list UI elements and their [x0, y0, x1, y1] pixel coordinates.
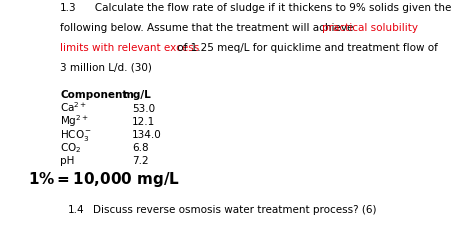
Text: 3 million L/d. (30): 3 million L/d. (30)	[60, 63, 152, 73]
Text: 1.4: 1.4	[68, 205, 85, 215]
Text: of 1.25 meq/L for quicklime and treatment flow of: of 1.25 meq/L for quicklime and treatmen…	[174, 43, 438, 53]
Text: Calculate the flow rate of sludge if it thickens to 9% solids given the: Calculate the flow rate of sludge if it …	[85, 3, 451, 13]
Text: 6.8: 6.8	[132, 143, 149, 153]
Text: pH: pH	[60, 156, 74, 166]
Text: 7.2: 7.2	[132, 156, 149, 166]
Text: $\mathbf{1\% = 10{,}000\ mg/L}$: $\mathbf{1\% = 10{,}000\ mg/L}$	[28, 170, 180, 189]
Text: 134.0: 134.0	[132, 130, 162, 140]
Text: limits with relevant excess: limits with relevant excess	[60, 43, 199, 53]
Text: mg/L: mg/L	[122, 90, 151, 100]
Text: 53.0: 53.0	[132, 104, 155, 114]
Text: CO$_2$: CO$_2$	[60, 141, 81, 155]
Text: Component: Component	[60, 90, 127, 100]
Text: following below. Assume that the treatment will achieve: following below. Assume that the treatme…	[60, 23, 357, 33]
Text: Mg$^{2+}$: Mg$^{2+}$	[60, 113, 89, 129]
Text: Ca$^{2+}$: Ca$^{2+}$	[60, 100, 87, 114]
Text: 1.3: 1.3	[60, 3, 77, 13]
Text: 12.1: 12.1	[132, 117, 155, 127]
Text: practical solubility: practical solubility	[322, 23, 418, 33]
Text: HCO$_3^-$: HCO$_3^-$	[60, 128, 92, 143]
Text: Discuss reverse osmosis water treatment process? (6): Discuss reverse osmosis water treatment …	[93, 205, 377, 215]
